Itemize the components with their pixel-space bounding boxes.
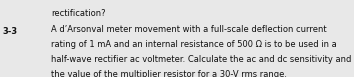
Text: 3-3: 3-3 — [3, 27, 18, 36]
Text: the value of the multiplier resistor for a 30-V rms range.: the value of the multiplier resistor for… — [51, 70, 287, 77]
Text: rating of 1 mA and an internal resistance of 500 Ω is to be used in a: rating of 1 mA and an internal resistanc… — [51, 40, 337, 49]
Text: half-wave rectifier ac voltmeter. Calculate the ac and dc sensitivity and: half-wave rectifier ac voltmeter. Calcul… — [51, 55, 352, 64]
Text: A d’Arsonval meter movement with a full-scale deflection current: A d’Arsonval meter movement with a full-… — [51, 25, 327, 34]
Text: rectification?: rectification? — [51, 9, 106, 18]
